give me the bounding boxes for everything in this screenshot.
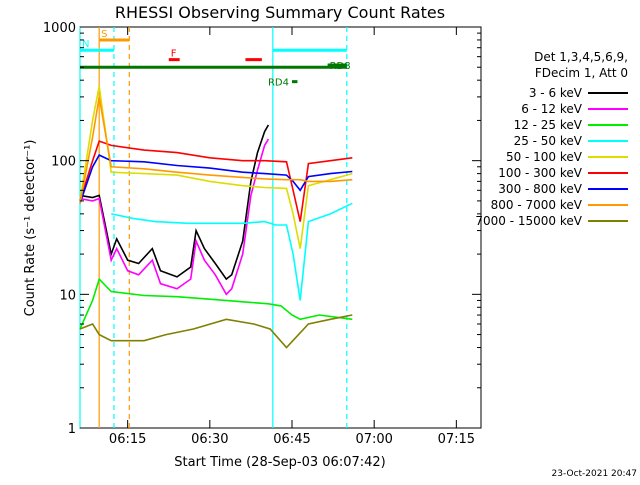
series-25-50-kev bbox=[111, 202, 353, 301]
flag-label-rd8: RD8 bbox=[330, 61, 351, 72]
flag-label-rd4: RD4 bbox=[268, 78, 289, 89]
series-800-7000-kev bbox=[79, 96, 353, 204]
series-300-800-kev bbox=[79, 154, 353, 204]
legend-label-7000-15000-kev: 7000 - 15000 keV bbox=[475, 214, 582, 228]
legend-label-50-100-kev: 50 - 100 keV bbox=[506, 150, 583, 164]
series-7000-15000-kev bbox=[79, 314, 353, 349]
legend-label-12-25-kev: 12 - 25 keV bbox=[514, 118, 583, 132]
legend-header-line-2: FDecim 1, Att 0 bbox=[535, 66, 628, 80]
y-tick-label: 10 bbox=[59, 288, 76, 303]
series-12-25-kev bbox=[79, 277, 353, 330]
series-layer bbox=[79, 86, 353, 349]
series-100-300-kev bbox=[79, 140, 353, 222]
legend-label-25-50-kev: 25 - 50 keV bbox=[514, 134, 583, 148]
x-tick-label: 07:00 bbox=[355, 432, 392, 447]
series-50-100-kev bbox=[79, 86, 353, 249]
series-6-12-kev bbox=[79, 138, 270, 296]
x-tick-label: 06:45 bbox=[273, 432, 310, 447]
y-tick-label: 1000 bbox=[43, 21, 76, 36]
legend-header-line-1: Det 1,3,4,5,6,9, bbox=[534, 50, 628, 64]
x-tick-label: 06:15 bbox=[109, 432, 146, 447]
chart-title: RHESSI Observing Summary Count Rates bbox=[115, 3, 445, 22]
footer-timestamp: 23-Oct-2021 20:47 bbox=[552, 469, 637, 479]
legend-label-100-300-kev: 100 - 300 keV bbox=[498, 166, 582, 180]
legend-label-6-12-kev: 6 - 12 keV bbox=[521, 102, 583, 116]
series-3-6-kev bbox=[79, 124, 270, 281]
x-tick-label: 07:15 bbox=[438, 432, 475, 447]
flag-label-n: N bbox=[82, 39, 89, 50]
y-tick-label: 1 bbox=[68, 422, 76, 437]
x-axis-label: Start Time (28-Sep-03 06:07:42) bbox=[174, 455, 385, 470]
legend-label-800-7000-kev: 800 - 7000 keV bbox=[491, 198, 583, 212]
legend: Det 1,3,4,5,6,9, FDecim 1, Att 0 3 - 6 k… bbox=[475, 50, 628, 228]
vertical-markers bbox=[79, 27, 348, 428]
flag-bars: S N F RD8 RD4 bbox=[80, 29, 351, 89]
x-tick-label: 06:30 bbox=[191, 432, 228, 447]
axis-ticks: 06:15 06:30 06:45 07:00 07:15 1 10 100 1000 bbox=[43, 21, 481, 447]
y-tick-label: 100 bbox=[51, 155, 76, 170]
flag-label-s: S bbox=[101, 29, 107, 40]
legend-label-3-6-kev: 3 - 6 keV bbox=[529, 86, 583, 100]
y-axis-label: Count Rate (s⁻¹ detector⁻¹) bbox=[23, 140, 38, 317]
legend-label-300-800-kev: 300 - 800 keV bbox=[498, 182, 582, 196]
flag-label-f: F bbox=[171, 49, 177, 60]
